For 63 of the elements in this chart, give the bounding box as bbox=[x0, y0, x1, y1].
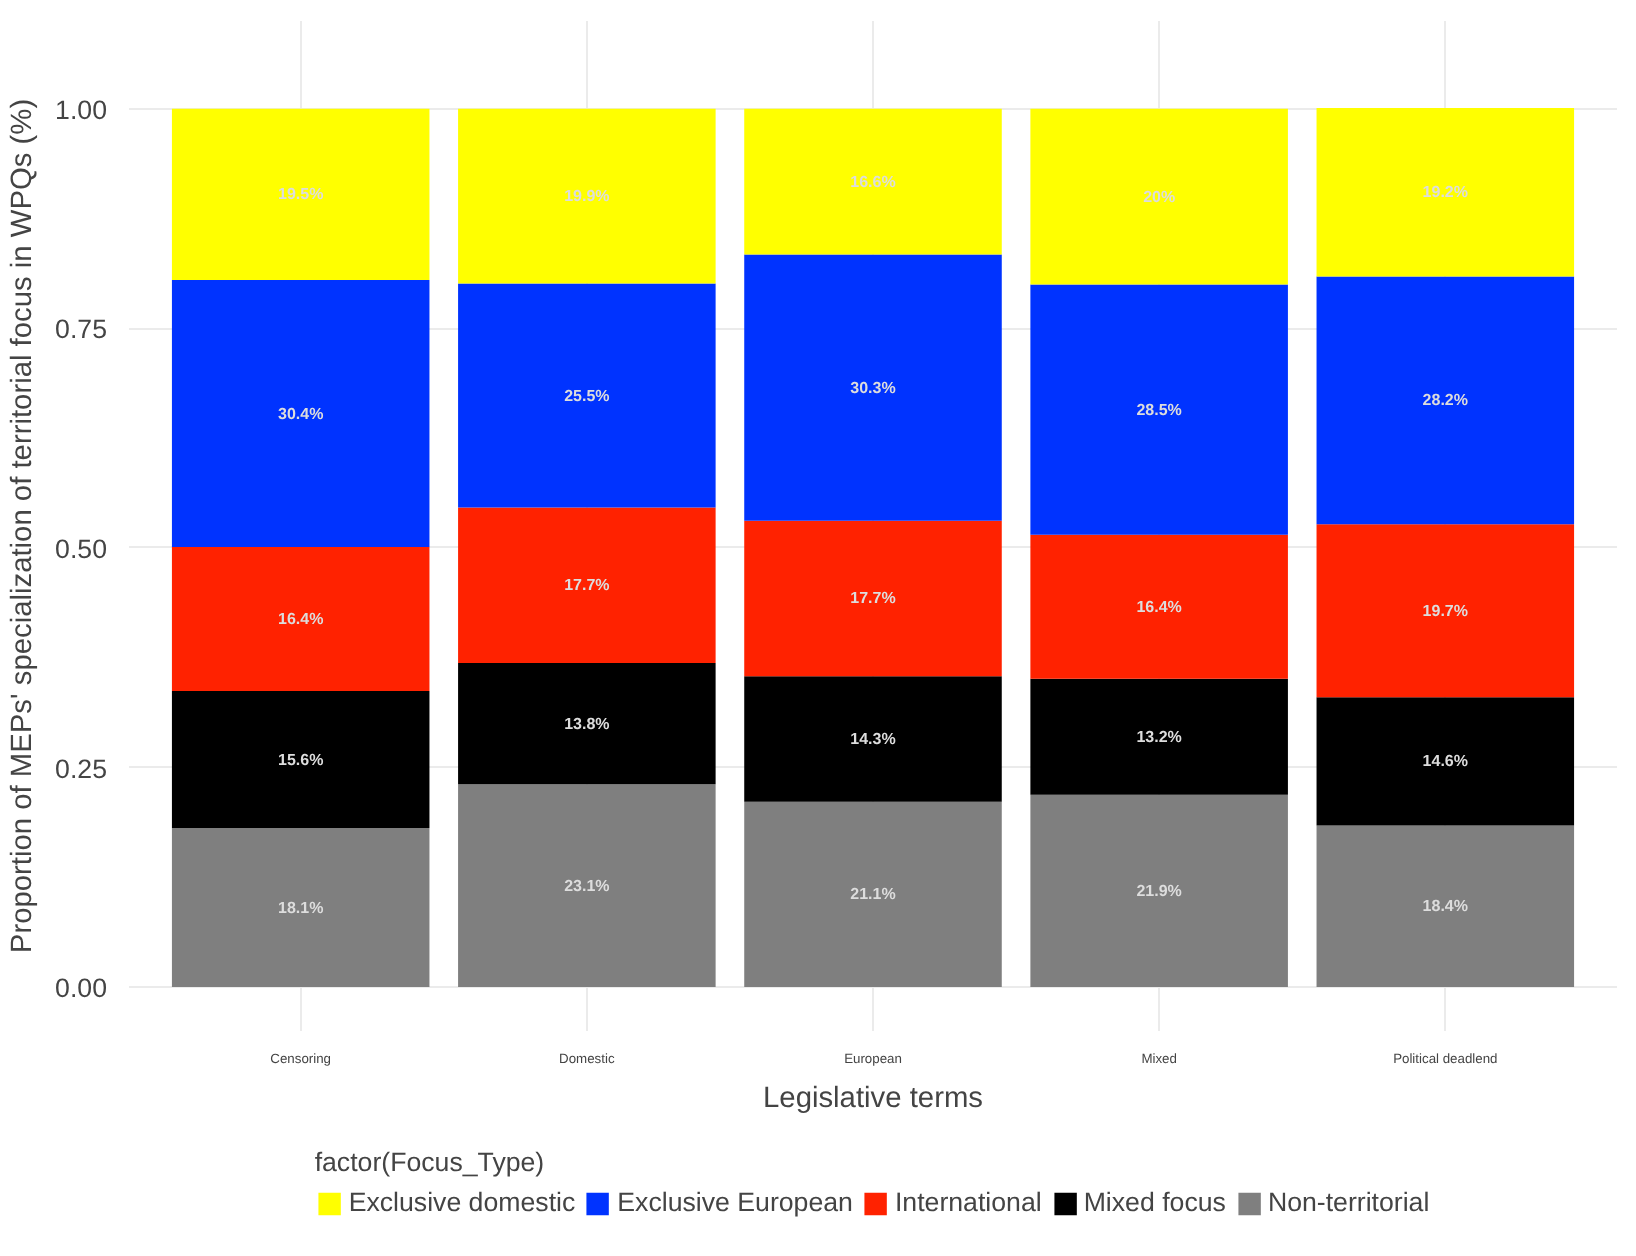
data-label: 30.4% bbox=[278, 404, 324, 423]
data-label: 14.3% bbox=[850, 729, 896, 748]
data-label: 17.7% bbox=[850, 589, 896, 608]
bar bbox=[458, 784, 716, 988]
data-label: 14.6% bbox=[1422, 752, 1468, 771]
data-label: 21.9% bbox=[1136, 881, 1182, 900]
legend-label: Exclusive domestic bbox=[348, 1187, 576, 1217]
data-label: 13.8% bbox=[564, 714, 610, 733]
data-label: 19.5% bbox=[278, 185, 324, 204]
data-label: 20% bbox=[1143, 187, 1176, 206]
data-label: 30.3% bbox=[850, 378, 896, 397]
bar bbox=[1030, 794, 1288, 988]
text: 0.25 bbox=[55, 753, 108, 784]
bar bbox=[744, 676, 1002, 802]
legend-label: Non-territorial bbox=[1267, 1187, 1430, 1217]
bar bbox=[744, 520, 1002, 677]
bar bbox=[1316, 697, 1575, 826]
data-label: 19.9% bbox=[564, 187, 610, 206]
bar bbox=[1316, 107, 1575, 277]
legend-label: Exclusive European bbox=[617, 1187, 853, 1217]
bar bbox=[1316, 276, 1575, 525]
data-label: 18.1% bbox=[278, 898, 324, 917]
bar bbox=[458, 507, 716, 664]
data-label: 28.2% bbox=[1422, 391, 1468, 410]
bar bbox=[744, 254, 1002, 521]
legend-label: Mixed focus bbox=[1083, 1187, 1226, 1217]
y-axis-title: Proportion of MEPs' specialization of territorial focus in WPQs (%) bbox=[7, 98, 40, 954]
text: 0.75 bbox=[55, 314, 108, 345]
bar bbox=[1030, 678, 1288, 795]
data-label: 25.5% bbox=[564, 386, 610, 405]
bar bbox=[744, 108, 1002, 255]
x-axis-title: Legislative terms bbox=[763, 1083, 983, 1115]
data-label: 17.7% bbox=[564, 576, 610, 595]
legend-title: factor(Focus_Type) bbox=[314, 1147, 547, 1177]
bar bbox=[171, 691, 430, 829]
bar bbox=[458, 108, 716, 284]
data-label: 16.6% bbox=[850, 172, 896, 191]
bar bbox=[1030, 108, 1288, 285]
bar bbox=[458, 283, 716, 508]
data-label: 19.2% bbox=[1422, 183, 1468, 202]
data-label: 23.1% bbox=[564, 876, 610, 895]
bar bbox=[171, 280, 430, 548]
bar bbox=[171, 828, 430, 988]
bar bbox=[1316, 825, 1575, 988]
bar bbox=[744, 801, 1002, 988]
text: 0.00 bbox=[55, 973, 108, 1004]
text: 1.00 bbox=[55, 94, 108, 125]
text: 0.50 bbox=[55, 533, 108, 564]
bar bbox=[171, 547, 430, 692]
data-label: 28.5% bbox=[1136, 400, 1182, 419]
data-label: 16.4% bbox=[1136, 597, 1182, 616]
bar bbox=[1030, 284, 1288, 535]
data-label: 13.2% bbox=[1136, 727, 1182, 746]
data-label: 15.6% bbox=[278, 750, 324, 769]
data-label: 19.7% bbox=[1422, 601, 1468, 620]
bar bbox=[458, 663, 716, 785]
data-label: 18.4% bbox=[1422, 897, 1468, 916]
data-label: 16.4% bbox=[278, 610, 324, 629]
data-label: 21.1% bbox=[850, 885, 896, 904]
bar bbox=[1316, 524, 1575, 698]
legend-label: International bbox=[894, 1187, 1042, 1217]
bar bbox=[1030, 534, 1288, 679]
bar bbox=[171, 108, 430, 281]
